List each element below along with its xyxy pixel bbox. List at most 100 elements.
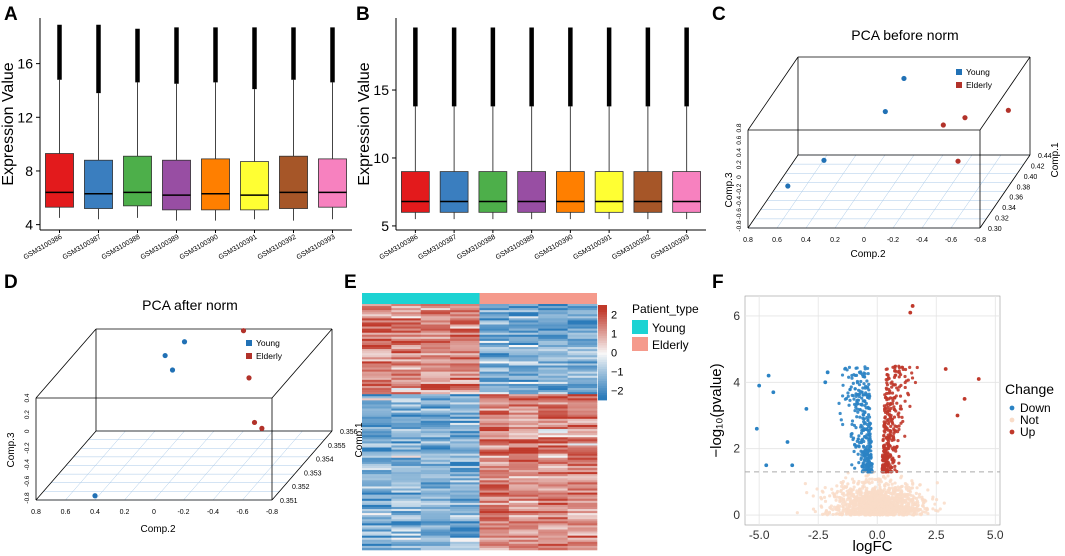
- heatmap-cell: [420, 539, 451, 543]
- volcano-point-not: [899, 488, 903, 493]
- heatmap-cell: [391, 535, 422, 538]
- heatmap-cell: [391, 453, 422, 456]
- heatmap-cell: [567, 336, 598, 340]
- heatmap-cell: [567, 433, 598, 436]
- heatmap-cell: [420, 476, 451, 479]
- heatmap-cell: [567, 306, 598, 309]
- heatmap-cell: [362, 486, 392, 489]
- heatmap-cell: [420, 404, 451, 407]
- volcano-point-up: [893, 369, 897, 373]
- colorbar-tick-label: 1: [611, 329, 617, 341]
- heatmap-cell: [479, 363, 510, 366]
- heatmap-cell: [420, 492, 451, 495]
- heatmap-cell: [567, 314, 598, 317]
- y-tick-label: 8: [25, 163, 33, 179]
- volcano-point-not: [893, 481, 897, 485]
- colorbar-segment: [598, 392, 607, 396]
- volcano-point-up: [891, 461, 895, 465]
- heatmap-cell: [479, 340, 510, 344]
- heatmap-cell: [508, 406, 539, 409]
- heatmap-cell: [450, 334, 480, 338]
- colorbar-segment: [598, 305, 607, 308]
- z-tick-label: 0.355: [328, 443, 346, 450]
- heatmap-cell: [420, 443, 451, 446]
- x-tick-label: 0.6: [61, 509, 71, 516]
- colorbar-segment: [598, 328, 607, 332]
- heatmap-cell: [479, 381, 510, 385]
- heatmap-cell: [567, 316, 598, 319]
- heatmap-cell: [450, 373, 480, 377]
- heatmap-cell: [479, 314, 510, 317]
- heatmap-cell: [538, 334, 568, 338]
- heatmap-cell: [362, 531, 392, 534]
- heatmap-cell: [567, 515, 598, 518]
- volcano-point-down: [866, 463, 870, 467]
- volcano-point-not: [852, 485, 856, 489]
- heatmap-cell: [479, 433, 510, 436]
- heatmap-cell: [391, 502, 422, 506]
- volcano-point-not: [902, 513, 906, 517]
- heatmap-cell: [567, 519, 598, 522]
- colorbar-segment: [598, 388, 607, 391]
- box-edge: [271, 430, 333, 501]
- heatmap-cell: [567, 308, 598, 311]
- legend-swatch-elderly: [632, 337, 648, 351]
- heatmap-cell: [391, 398, 422, 401]
- heatmap-cell: [420, 506, 451, 510]
- volcano-point-not: [855, 491, 859, 495]
- z-tick-label: 0.351: [280, 498, 298, 505]
- volcano-point-not: [851, 488, 855, 492]
- heatmap-cell: [479, 439, 510, 442]
- heatmap-cell: [450, 506, 480, 510]
- colorbar-segment: [598, 369, 607, 372]
- heatmap-cell: [508, 361, 539, 364]
- heatmap-cell: [538, 465, 568, 469]
- volcano-point-down: [864, 384, 868, 388]
- heatmap-cell: [391, 494, 422, 497]
- heatmap-cell: [362, 381, 392, 385]
- heatmap-cell: [538, 304, 568, 307]
- heatmap-cell: [479, 498, 510, 502]
- heatmap-cell: [420, 433, 451, 436]
- volcano-point-up: [883, 430, 887, 434]
- heatmap-cell: [538, 509, 568, 512]
- heatmap-cell: [420, 332, 451, 336]
- volcano-point-down: [851, 381, 855, 385]
- volcano-point-up: [885, 373, 889, 377]
- y-tick-label: 4: [733, 375, 740, 389]
- heatmap-cell: [391, 468, 422, 471]
- heatmap-cell: [391, 351, 422, 354]
- heatmap-cell: [567, 377, 598, 381]
- x-tick-label: -5.0: [749, 528, 770, 542]
- x-tick-label: 0.6: [772, 237, 782, 244]
- heatmap-cell: [508, 420, 539, 424]
- heatmap-cell: [450, 359, 480, 362]
- heatmap-cell: [391, 457, 422, 461]
- heatmap-cell: [567, 453, 598, 456]
- heatmap-cell: [508, 537, 539, 541]
- heatmap-cell: [450, 318, 480, 321]
- volcano-point-not: [859, 511, 864, 515]
- heatmap-cell: [391, 529, 422, 532]
- heatmap-cell: [567, 351, 598, 354]
- volcano-point-down: [847, 365, 852, 369]
- heatmap-cell: [538, 383, 568, 387]
- heatmap-cell: [450, 539, 480, 543]
- heatmap-cell: [538, 535, 568, 538]
- heatmap-cell: [450, 449, 480, 452]
- box-edge: [35, 430, 97, 501]
- x-tick-label: -0.4: [916, 237, 928, 244]
- heatmap-cell: [479, 414, 510, 418]
- y-tick-label: 6: [733, 309, 740, 323]
- volcano-point-not: [813, 509, 817, 514]
- volcano-point-down: [804, 406, 809, 411]
- heatmap-cell: [420, 363, 451, 366]
- heatmap-cell: [362, 357, 392, 360]
- legend-label-elderly: Elderly: [652, 338, 689, 352]
- panel-letter-e: E: [344, 272, 357, 293]
- heatmap-cell: [479, 496, 510, 500]
- volcano-point-not: [803, 482, 807, 486]
- volcano-point-not: [878, 496, 882, 500]
- colorbar-segment: [598, 362, 607, 365]
- volcano-point-not: [873, 486, 877, 491]
